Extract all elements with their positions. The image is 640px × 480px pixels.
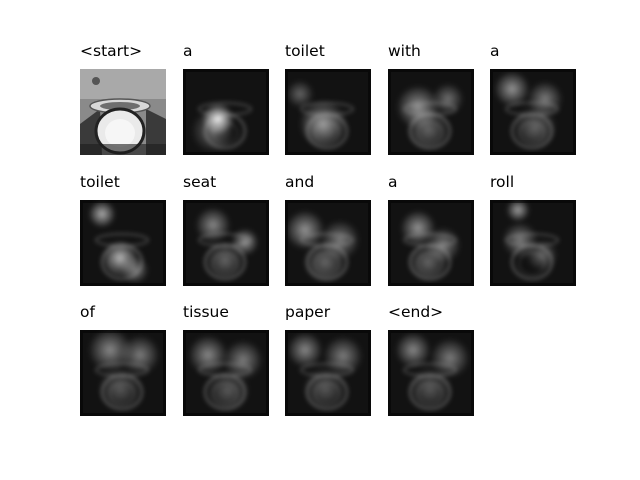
word-label: roll bbox=[490, 173, 515, 191]
attention-map bbox=[183, 330, 269, 416]
word-label: of bbox=[80, 303, 95, 321]
attention-map bbox=[285, 69, 371, 155]
word-label: <start> bbox=[80, 42, 143, 60]
word-label: toilet bbox=[285, 42, 325, 60]
word-label: toilet bbox=[80, 173, 120, 191]
attention-map bbox=[388, 69, 474, 155]
word-label: a bbox=[490, 42, 500, 60]
attention-map bbox=[285, 330, 371, 416]
attention-map bbox=[388, 200, 474, 286]
word-label: with bbox=[388, 42, 421, 60]
word-label: <end> bbox=[388, 303, 444, 321]
word-label: seat bbox=[183, 173, 217, 191]
word-label: a bbox=[183, 42, 193, 60]
word-label: and bbox=[285, 173, 315, 191]
source-photo bbox=[80, 69, 166, 155]
attention-map bbox=[80, 200, 166, 286]
attention-map bbox=[388, 330, 474, 416]
word-label: a bbox=[388, 173, 398, 191]
attention-map bbox=[285, 200, 371, 286]
attention-map bbox=[80, 330, 166, 416]
attention-map bbox=[490, 200, 576, 286]
word-label: paper bbox=[285, 303, 331, 321]
attention-map bbox=[183, 69, 269, 155]
attention-map bbox=[490, 69, 576, 155]
word-label: tissue bbox=[183, 303, 229, 321]
attention-map bbox=[183, 200, 269, 286]
